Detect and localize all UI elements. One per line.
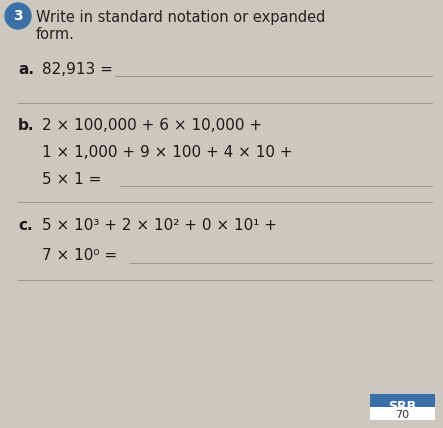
Text: 5 × 1 =: 5 × 1 = [42,172,101,187]
FancyBboxPatch shape [370,407,435,420]
Text: 3: 3 [13,9,23,23]
Text: form.: form. [36,27,75,42]
Text: a.: a. [18,62,34,77]
Text: c.: c. [18,218,33,233]
Text: 7 × 10⁰ =: 7 × 10⁰ = [42,248,117,263]
Text: 70: 70 [395,410,409,420]
FancyBboxPatch shape [370,394,435,420]
Circle shape [5,3,31,29]
Text: SRB: SRB [388,401,416,413]
Text: 1 × 1,000 + 9 × 100 + 4 × 10 +: 1 × 1,000 + 9 × 100 + 4 × 10 + [42,145,293,160]
Text: b.: b. [18,118,35,133]
Text: 82,913 =: 82,913 = [42,62,113,77]
Text: 2 × 100,000 + 6 × 10,000 +: 2 × 100,000 + 6 × 10,000 + [42,118,262,133]
Text: 5 × 10³ + 2 × 10² + 0 × 10¹ +: 5 × 10³ + 2 × 10² + 0 × 10¹ + [42,218,277,233]
Text: Write in standard notation or expanded: Write in standard notation or expanded [36,10,325,25]
